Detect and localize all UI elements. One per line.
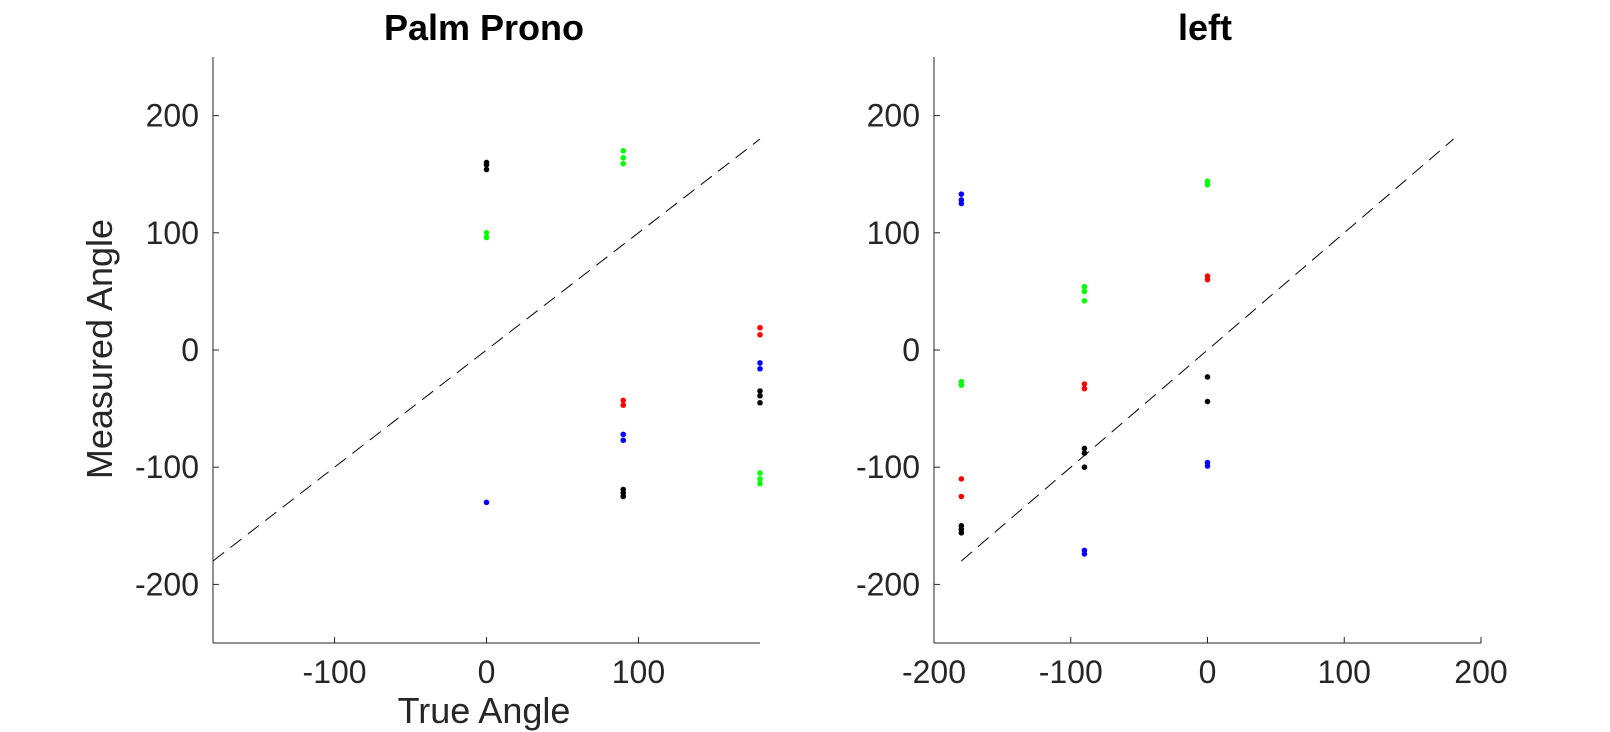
data-point: [958, 530, 965, 536]
data-point: [483, 234, 490, 241]
y-tick-label: 0: [902, 332, 920, 368]
data-point: [620, 437, 627, 444]
data-point: [1081, 450, 1088, 456]
data-point: [757, 399, 763, 406]
data-point: [757, 476, 763, 482]
data-point: [757, 392, 763, 399]
data-point: [958, 476, 965, 482]
data-point: [757, 331, 763, 338]
data-point: [1204, 181, 1211, 188]
data-point: [620, 147, 627, 154]
chart-title: left: [1178, 7, 1232, 48]
data-point: [1204, 374, 1211, 380]
x-tick-label: -200: [902, 654, 966, 690]
data-point: [620, 160, 627, 167]
data-point: [620, 431, 627, 438]
data-point: [620, 493, 627, 500]
data-point: [483, 499, 490, 506]
data-point: [1081, 464, 1088, 471]
y-tick-label: -200: [856, 566, 920, 602]
data-point: [757, 480, 763, 487]
x-tick-label: -100: [1039, 654, 1103, 690]
x-tick-label: -100: [303, 654, 367, 690]
data-point: [1081, 381, 1088, 387]
x-tick-label: 200: [1454, 654, 1507, 690]
plot-area: -200 -100 0 100 200 -100 0 100: [135, 57, 763, 690]
data-point: [757, 388, 763, 394]
y-axis-label: Measured Angle: [79, 219, 120, 479]
chart-left: left -200 -100 0 100 200 -200 -100 0 100 200: [856, 7, 1508, 690]
y-tick-label: -200: [135, 566, 199, 602]
identity-line: [961, 138, 1454, 562]
chart-palm-prono: Palm Prono -200 -100 0 100 200 -100 0 100 True …: [79, 7, 763, 731]
data-point: [1081, 445, 1088, 452]
data-point: [1081, 385, 1088, 392]
data-point: [620, 154, 627, 161]
data-point: [483, 162, 490, 168]
y-tick-label: 200: [867, 98, 920, 134]
y-tick-label: 100: [146, 215, 199, 251]
data-point: [1204, 398, 1211, 405]
plot-area: -200 -100 0 100 200 -200 -100 0 100 200: [856, 57, 1508, 690]
chart-title: Palm Prono: [384, 7, 584, 48]
data-point: [958, 382, 965, 388]
data-point: [1081, 288, 1088, 295]
data-point: [1081, 551, 1088, 557]
data-point: [1081, 283, 1088, 290]
data-point: [757, 365, 763, 372]
data-point: [757, 470, 763, 476]
data-point: [958, 200, 965, 207]
data-point: [620, 402, 627, 408]
x-tick-label: 100: [1318, 654, 1371, 690]
identity-line: [212, 138, 761, 562]
data-point: [757, 360, 763, 366]
data-point: [958, 191, 965, 197]
x-tick-label: 0: [478, 654, 496, 690]
x-tick-label: 0: [1199, 654, 1217, 690]
y-tick-label: 200: [146, 98, 199, 134]
data-point: [1204, 463, 1211, 469]
y-tick-label: 100: [867, 215, 920, 251]
y-tick-label: 0: [181, 332, 199, 368]
data-point: [757, 324, 763, 331]
y-tick-label: -100: [856, 449, 920, 485]
x-axis-label: True Angle: [398, 690, 571, 731]
data-point: [483, 166, 490, 173]
data-point: [1081, 297, 1088, 304]
data-point: [620, 397, 627, 404]
data-point: [958, 493, 965, 500]
data-point: [1204, 276, 1211, 283]
data-point: [483, 230, 490, 236]
x-tick-label: 100: [612, 654, 665, 690]
y-tick-label: -100: [135, 449, 199, 485]
